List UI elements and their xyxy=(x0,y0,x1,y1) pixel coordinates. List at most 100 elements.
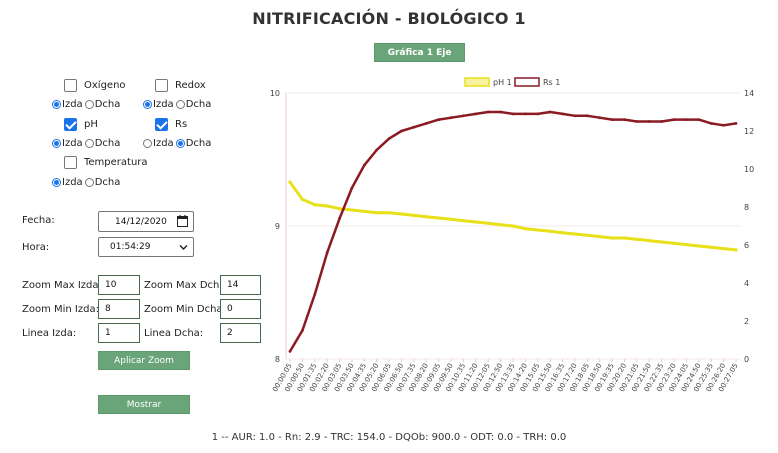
data-point-ph xyxy=(709,245,713,249)
redox-dcha-radio[interactable] xyxy=(175,100,185,109)
hora-label: Hora: xyxy=(22,242,50,253)
x-tick-label: 00:21:05 xyxy=(618,362,641,393)
data-point-ph xyxy=(300,197,304,201)
x-tick-label: 00:03:05 xyxy=(321,362,344,393)
radio-label: Izda xyxy=(153,99,174,110)
redox-axis-radios: Izda Dcha xyxy=(143,99,213,110)
data-point-rs xyxy=(437,118,441,121)
data-point-rs xyxy=(523,112,527,116)
data-point-ph xyxy=(610,236,614,240)
rs-izda-radio[interactable] xyxy=(143,139,152,148)
data-point-ph xyxy=(375,211,379,215)
data-point-rs xyxy=(536,112,540,116)
x-tick-label: 00:06:05 xyxy=(370,362,393,393)
data-point-ph xyxy=(350,208,354,212)
zoom-min-dcha-input[interactable]: 0 xyxy=(220,299,261,319)
temperatura-axis-radios: Izda Dcha xyxy=(52,177,122,188)
zoom-min-izda-label: Zoom Min Izda: xyxy=(22,304,99,315)
data-point-rs xyxy=(486,110,490,114)
ph-axis-radios: Izda Dcha xyxy=(52,138,122,149)
x-tick-label: 00:21:50 xyxy=(630,362,653,393)
series-line-rs xyxy=(288,110,737,353)
x-tick-label: 00:06:50 xyxy=(383,362,406,393)
data-point-rs xyxy=(672,118,676,121)
chart-mode-button[interactable]: Gráfica 1 Eje xyxy=(374,43,465,62)
oxigeno-checkbox[interactable] xyxy=(64,79,77,92)
y-right-tick-label: 8 xyxy=(744,203,749,212)
show-button[interactable]: Mostrar xyxy=(98,395,190,414)
data-point-rs xyxy=(561,112,564,116)
x-tick-label: 00:16:35 xyxy=(544,362,567,393)
data-point-ph xyxy=(486,221,490,225)
data-point-ph xyxy=(511,224,515,228)
legend-label-ph: pH 1 xyxy=(493,78,512,87)
data-point-rs xyxy=(400,129,403,133)
data-point-ph xyxy=(684,243,689,247)
x-tick-label: 00:22:35 xyxy=(643,362,666,393)
data-point-ph xyxy=(461,219,466,223)
data-point-rs xyxy=(722,123,726,127)
linea-izda-input[interactable]: 1 xyxy=(98,323,140,343)
x-tick-label: 00:01:35 xyxy=(296,362,319,393)
redox-izda-radio[interactable] xyxy=(143,100,152,109)
oxigeno-axis-radios: Izda Dcha xyxy=(52,99,122,110)
data-point-rs xyxy=(635,120,639,123)
zoom-max-dcha-input[interactable]: 14 xyxy=(220,275,261,295)
data-point-ph xyxy=(424,215,428,219)
x-tick-label: 00:25:35 xyxy=(692,362,715,393)
zoom-min-izda-input[interactable]: 8 xyxy=(98,299,140,319)
data-point-rs xyxy=(474,112,478,116)
x-tick-label: 00:00:50 xyxy=(283,362,306,393)
legend-swatch-rs xyxy=(514,77,540,87)
data-point-rs xyxy=(288,350,292,353)
data-point-ph xyxy=(734,248,738,252)
zoom-max-izda-input[interactable]: 10 xyxy=(98,275,140,295)
data-point-rs xyxy=(660,120,664,123)
rs-dcha-radio[interactable] xyxy=(175,139,185,148)
data-point-rs xyxy=(610,118,614,121)
ph-dcha-radio[interactable] xyxy=(84,139,94,148)
data-point-rs xyxy=(300,329,304,332)
data-point-rs xyxy=(685,118,688,121)
rs-label: Rs xyxy=(175,119,188,130)
radio-label: Izda xyxy=(153,138,174,149)
radio-label: Izda xyxy=(62,99,83,110)
x-tick-label: 00:03:50 xyxy=(333,362,356,393)
data-point-rs xyxy=(449,116,453,120)
temperatura-dcha-radio[interactable] xyxy=(84,178,94,187)
data-point-ph xyxy=(598,235,602,239)
rs-checkbox[interactable] xyxy=(155,118,168,131)
redox-label: Redox xyxy=(175,80,206,91)
x-tick-label: 00:00:05 xyxy=(271,362,294,393)
radio-label: Dcha xyxy=(94,177,121,188)
oxigeno-dcha-radio[interactable] xyxy=(84,100,94,109)
temperatura-izda-radio[interactable] xyxy=(52,178,61,187)
temperatura-checkbox[interactable] xyxy=(64,156,77,169)
y-left-tick-label: 10 xyxy=(270,89,280,98)
fecha-input[interactable]: 14/12/2020 xyxy=(98,211,194,232)
x-tick-label: 00:27:05 xyxy=(717,362,740,393)
x-tick-label: 00:08:20 xyxy=(407,362,430,393)
x-tick-label: 00:24:50 xyxy=(680,362,703,393)
redox-checkbox[interactable] xyxy=(155,79,168,92)
data-point-ph xyxy=(337,207,342,211)
calendar-icon[interactable] xyxy=(177,215,188,227)
oxigeno-izda-radio[interactable] xyxy=(52,100,61,109)
hora-select[interactable]: 01:54:29 xyxy=(98,237,194,257)
apply-zoom-button[interactable]: Aplicar Zoom xyxy=(98,351,190,370)
x-tick-label: 00:15:50 xyxy=(531,362,554,393)
x-tick-label: 00:02:20 xyxy=(308,362,331,393)
data-point-ph xyxy=(560,231,565,235)
data-point-rs xyxy=(350,186,354,190)
x-tick-label: 00:09:05 xyxy=(420,362,443,393)
radio-label: Dcha xyxy=(185,99,212,110)
ph-checkbox[interactable] xyxy=(64,118,77,131)
data-point-rs xyxy=(511,112,515,116)
y-right-tick-label: 4 xyxy=(744,279,749,288)
data-point-ph xyxy=(362,209,366,213)
ph-izda-radio[interactable] xyxy=(52,139,61,148)
y-right-tick-label: 0 xyxy=(744,355,749,364)
y-right-tick-label: 12 xyxy=(744,127,754,136)
linea-dcha-input[interactable]: 2 xyxy=(220,323,261,343)
zoom-min-dcha-label: Zoom Min Dcha: xyxy=(144,304,226,315)
